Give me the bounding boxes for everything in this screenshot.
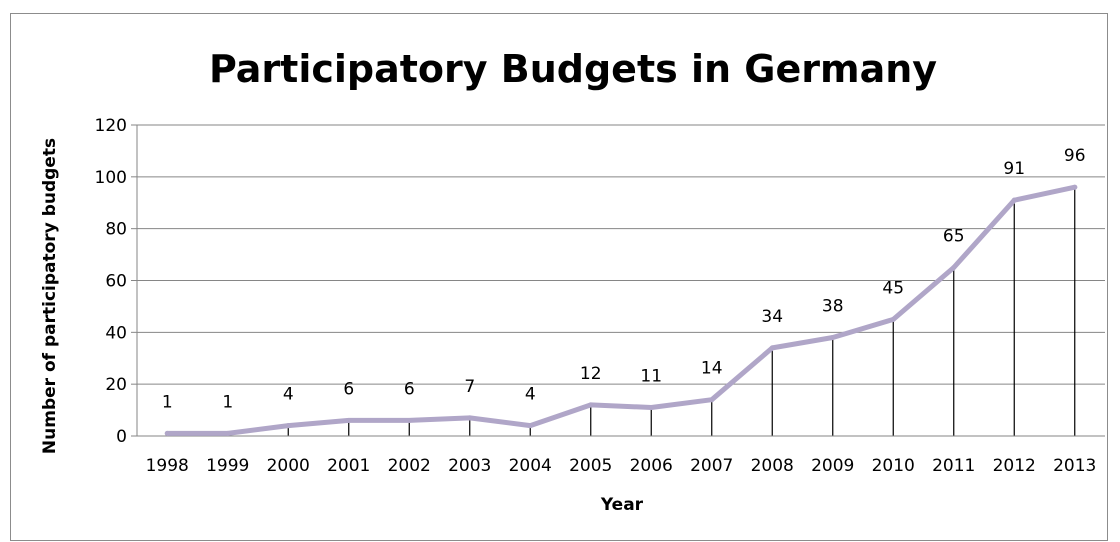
data-label: 34 (761, 307, 783, 327)
series-line (164, 184, 1078, 436)
x-tick-label: 2007 (690, 456, 733, 476)
x-tick-label: 2004 (509, 456, 552, 476)
data-label: 6 (343, 379, 354, 399)
x-tick-label: 2012 (993, 456, 1036, 476)
data-label: 7 (464, 377, 475, 397)
data-point (527, 423, 533, 429)
x-tick-label: 2005 (569, 456, 612, 476)
data-point (588, 402, 594, 408)
data-label: 6 (404, 379, 415, 399)
gridlines (137, 124, 1105, 385)
x-tick-label: 2013 (1053, 456, 1096, 476)
data-label: 4 (283, 385, 294, 405)
x-tick-label: 2001 (327, 456, 370, 476)
data-label: 1 (222, 392, 233, 412)
y-tick-label: 120 (95, 116, 127, 136)
x-tick-label: 2000 (267, 456, 310, 476)
data-label: 14 (701, 359, 723, 379)
y-tick-label: 80 (105, 220, 127, 240)
x-tick-label: 2011 (932, 456, 975, 476)
x-tick-label: 2009 (811, 456, 854, 476)
data-label: 96 (1064, 146, 1086, 166)
x-tick-label: 2003 (448, 456, 491, 476)
data-label: 4 (525, 385, 536, 405)
data-point (951, 265, 957, 271)
chart-frame (10, 13, 1108, 541)
data-label: 91 (1003, 159, 1025, 179)
y-axis-title: Number of participatory budgets (40, 138, 60, 454)
data-point (467, 415, 473, 421)
x-tick-label: 2002 (388, 456, 431, 476)
data-label: 45 (882, 278, 904, 298)
y-tick-label: 100 (95, 168, 127, 188)
chart-title: Participatory Budgets in Germany (209, 47, 937, 91)
data-point (769, 345, 775, 351)
x-tick-label: 1998 (146, 456, 189, 476)
y-tick-label: 0 (116, 427, 127, 447)
data-point (1011, 197, 1017, 203)
data-point (890, 316, 896, 322)
x-tick-label: 2008 (751, 456, 794, 476)
x-tick-label: 2010 (872, 456, 915, 476)
data-point (648, 404, 654, 410)
data-label: 65 (943, 227, 965, 247)
data-point (285, 423, 291, 429)
drop-lines (166, 187, 1076, 436)
data-point (709, 397, 715, 403)
x-axis-title: Year (600, 495, 644, 515)
y-tick-label: 40 (105, 323, 127, 343)
data-point (164, 430, 170, 436)
data-point (225, 430, 231, 436)
data-point (1072, 184, 1078, 190)
data-point (830, 335, 836, 341)
x-tick-label: 2006 (630, 456, 673, 476)
x-tick-labels: 1998 1999 2000 2001 2002 2003 2004 2005 2006 2007… (146, 456, 1097, 476)
data-label: 11 (640, 366, 662, 386)
y-tick-label: 60 (105, 272, 127, 292)
data-label: 38 (822, 297, 844, 317)
data-label: 1 (162, 392, 173, 412)
series (164, 184, 1078, 436)
data-point (346, 417, 352, 423)
y-tick-label: 20 (105, 375, 127, 395)
data-point (406, 417, 412, 423)
x-tick-label: 1999 (206, 456, 249, 476)
data-label: 12 (580, 364, 602, 384)
y-tick-labels: 0 20 40 60 80 100 120 (95, 116, 127, 447)
axes (131, 124, 1105, 437)
